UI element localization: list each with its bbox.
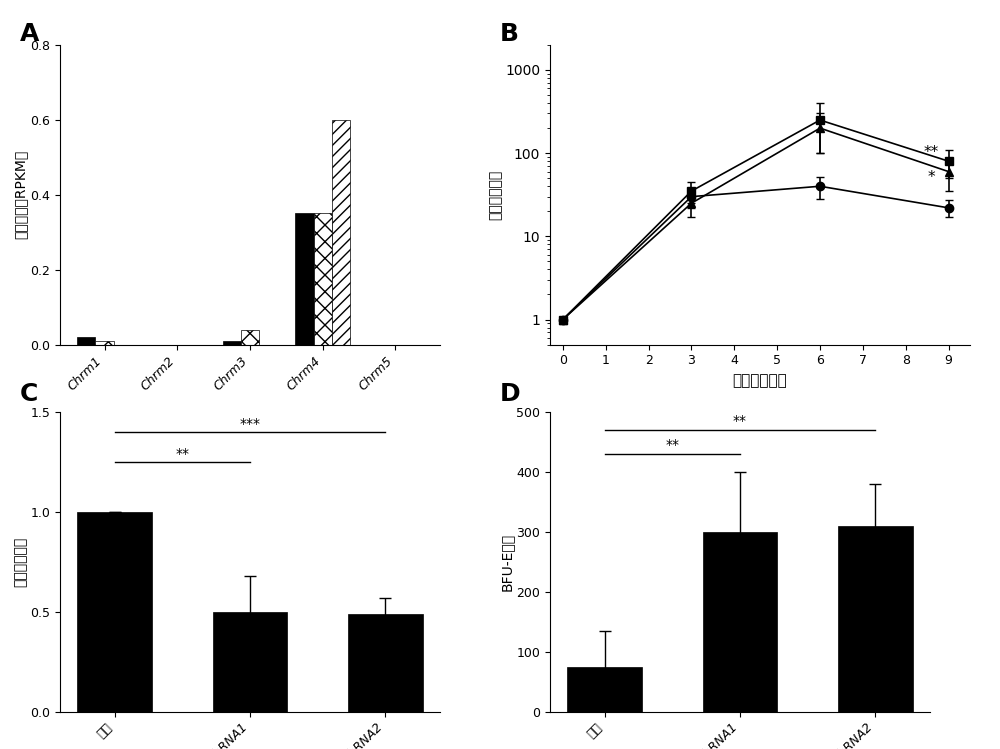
Text: **: ** bbox=[733, 414, 747, 428]
Y-axis label: BFU-E集落: BFU-E集落 bbox=[500, 533, 514, 591]
Text: C: C bbox=[20, 382, 38, 406]
Text: **: ** bbox=[175, 447, 189, 461]
Bar bbox=[838, 526, 913, 712]
Bar bbox=[348, 613, 423, 712]
Text: **: ** bbox=[924, 145, 939, 160]
Bar bbox=[567, 667, 642, 712]
X-axis label: 细胞培养天数: 细胞培养天数 bbox=[733, 373, 787, 388]
Text: A: A bbox=[20, 22, 39, 46]
Legend: BFU-E, CFU-E, Ter119+: BFU-E, CFU-E, Ter119+ bbox=[557, 50, 643, 100]
Bar bbox=[295, 213, 314, 345]
Text: **: ** bbox=[665, 438, 679, 452]
Bar bbox=[314, 213, 332, 345]
Text: *: * bbox=[928, 170, 935, 185]
Y-axis label: 倍数细胞扩增: 倍数细胞扩增 bbox=[488, 169, 502, 220]
Text: ***: *** bbox=[239, 417, 260, 431]
Bar bbox=[332, 120, 350, 345]
Bar bbox=[703, 532, 777, 712]
Bar bbox=[77, 337, 95, 345]
Bar bbox=[223, 341, 241, 345]
Bar bbox=[241, 330, 259, 345]
Bar bbox=[213, 612, 287, 712]
Text: D: D bbox=[500, 382, 521, 406]
Y-axis label: 相对表达水平: 相对表达水平 bbox=[13, 536, 28, 587]
Y-axis label: 表达水平（RPKM）: 表达水平（RPKM） bbox=[13, 150, 28, 240]
Bar bbox=[95, 341, 114, 345]
Text: B: B bbox=[500, 22, 519, 46]
Bar bbox=[77, 512, 152, 712]
